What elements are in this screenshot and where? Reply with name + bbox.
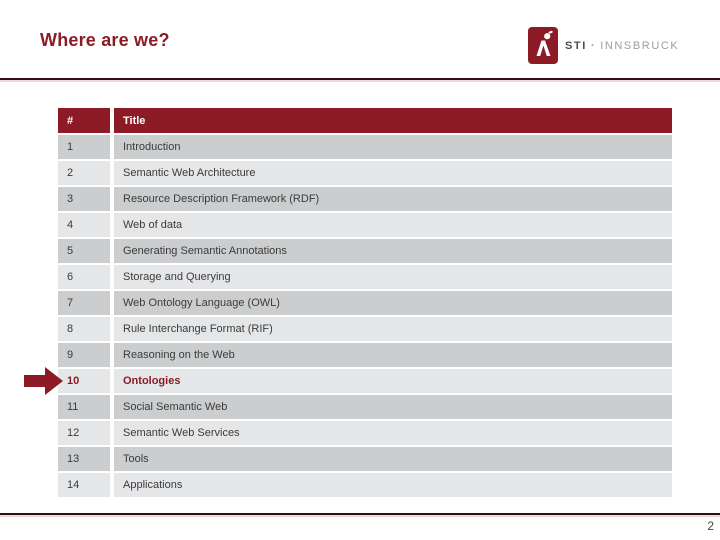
table-row: 5 Generating Semantic Annotations [58,239,672,263]
row-number-cell: 13 [58,447,110,471]
logo-text: STI · INNSBRUCK [565,40,679,52]
row-title-cell: Semantic Web Architecture [114,161,672,185]
row-title-cell: Ontologies [114,369,672,393]
table-row: 6 Storage and Querying [58,265,672,289]
row-title-cell: Semantic Web Services [114,421,672,445]
header-number-cell: # [58,108,110,133]
header-title-cell: Title [114,108,672,133]
toc-table: # Title 1 Introduction 2 Semantic Web Archi… [58,108,672,499]
row-number-cell: 2 [58,161,110,185]
table-row: 3 Resource Description Framework (RDF) [58,187,672,211]
table-row: 2 Semantic Web Architecture [58,161,672,185]
row-number-cell: 1 [58,135,110,159]
page-title: Where are we? [40,30,170,50]
sti-innsbruck-logo: STI · INNSBRUCK [528,27,679,64]
row-number-cell: 5 [58,239,110,263]
row-number-cell: 11 [58,395,110,419]
row-number-cell: 8 [58,317,110,341]
row-number-cell: 14 [58,473,110,497]
toc-table-body: 1 Introduction 2 Semantic Web Architecture 3… [58,135,672,497]
row-title-cell: Storage and Querying [114,265,672,289]
table-row: 4 Web of data [58,213,672,237]
table-row: 10 Ontologies [58,369,672,393]
table-row: 8 Rule Interchange Format (RIF) [58,317,672,341]
row-title-cell: Rule Interchange Format (RIF) [114,317,672,341]
row-title-cell: Tools [114,447,672,471]
logo-text-separator: · [590,39,597,52]
row-title-cell: Web of data [114,213,672,237]
sti-person-icon [528,27,558,64]
footer-divider [0,513,720,517]
row-title-cell: Resource Description Framework (RDF) [114,187,672,211]
table-row: 9 Reasoning on the Web [58,343,672,367]
row-title-cell: Applications [114,473,672,497]
row-title-cell: Generating Semantic Annotations [114,239,672,263]
row-title-cell: Reasoning on the Web [114,343,672,367]
header-divider [0,78,720,82]
row-number-cell: 10 [58,369,110,393]
row-number-cell: 3 [58,187,110,211]
table-row: 12 Semantic Web Services [58,421,672,445]
table-row: 11 Social Semantic Web [58,395,672,419]
table-row: 13 Tools [58,447,672,471]
table-row: 1 Introduction [58,135,672,159]
logo-text-innsbruck: INNSBRUCK [600,39,680,52]
table-header-row: # Title [58,108,672,133]
logo-text-sti: STI [565,39,587,52]
row-number-cell: 7 [58,291,110,315]
row-title-cell: Introduction [114,135,672,159]
table-row: 7 Web Ontology Language (OWL) [58,291,672,315]
row-number-cell: 6 [58,265,110,289]
row-title-cell: Web Ontology Language (OWL) [114,291,672,315]
current-position-arrow-icon [24,367,63,395]
row-number-cell: 4 [58,213,110,237]
table-row: 14 Applications [58,473,672,497]
row-title-cell: Social Semantic Web [114,395,672,419]
page-number: 2 [707,519,714,533]
row-number-cell: 9 [58,343,110,367]
row-number-cell: 12 [58,421,110,445]
